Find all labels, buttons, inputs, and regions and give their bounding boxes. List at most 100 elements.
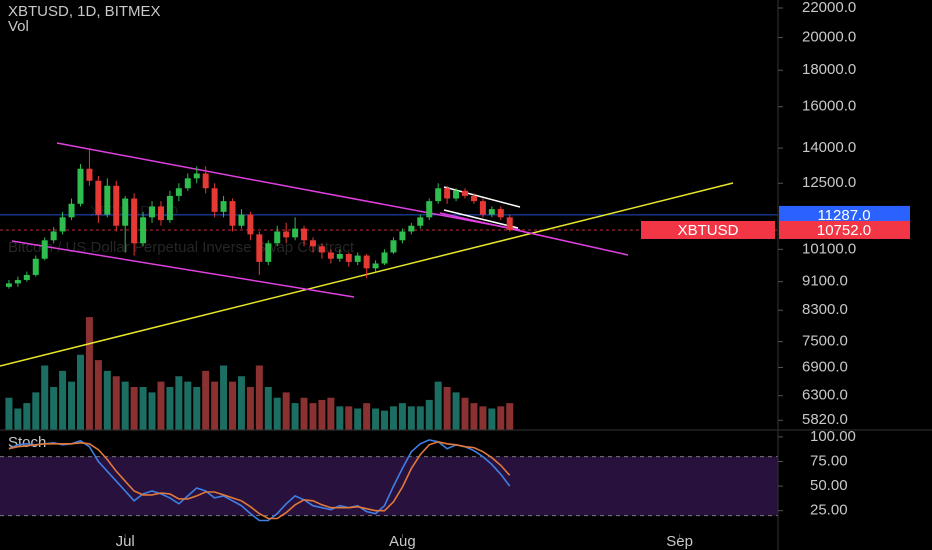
y-tick-label: 22000.0 <box>802 0 856 16</box>
candle-body <box>59 217 66 232</box>
volume-bar <box>363 403 371 430</box>
trend-line <box>56 142 521 231</box>
volume-label: Vol <box>8 18 29 35</box>
trend-line <box>439 212 629 256</box>
stoch-line <box>8 440 511 520</box>
candle-body <box>23 274 30 280</box>
candle-body <box>77 168 84 204</box>
volume-bar <box>506 403 514 430</box>
volume-bar <box>488 408 496 430</box>
candle-body <box>140 217 147 244</box>
layer <box>0 214 778 517</box>
candle-body <box>274 231 281 244</box>
y-tick-label: 18000.0 <box>802 61 856 78</box>
volume-bar <box>479 406 487 430</box>
volume-bar <box>497 406 505 430</box>
candle-body <box>444 188 451 199</box>
volume-bar <box>148 392 156 430</box>
volume-bar <box>416 406 424 430</box>
volume-bar <box>255 365 263 430</box>
x-tick-label: Jul <box>116 533 135 550</box>
candle-body <box>318 246 325 253</box>
candle-body <box>408 225 415 232</box>
volume-bar <box>5 397 13 430</box>
candle-body <box>309 240 316 247</box>
volume-bar <box>211 381 219 430</box>
candle-body <box>157 206 164 221</box>
trend-line <box>11 240 355 298</box>
candle-body <box>453 190 460 199</box>
y-tick-label: 25.00 <box>810 502 848 519</box>
watermark-description: Bitcoin / US Dollar Perpetual Inverse Sw… <box>8 239 355 256</box>
candle-body <box>14 279 21 284</box>
price-label: 10752.0 <box>817 222 871 239</box>
candle-body <box>247 214 254 235</box>
volume-bar <box>220 365 228 430</box>
candle-body <box>470 195 477 202</box>
candle-body <box>122 198 129 226</box>
price-label: 11287.0 <box>817 207 870 224</box>
candle-body <box>417 217 424 226</box>
x-tick-label: Aug <box>389 533 416 550</box>
volume-bar <box>381 410 389 430</box>
volume-bar <box>372 408 380 430</box>
candle-body <box>390 240 397 253</box>
candle-body <box>113 185 120 226</box>
candle-body <box>345 253 352 262</box>
volume-bar <box>59 370 67 430</box>
candle-body <box>86 168 93 181</box>
volume-bar <box>229 381 237 430</box>
volume-bar <box>318 399 326 430</box>
volume-bar <box>336 406 344 430</box>
volume-bar <box>76 354 84 430</box>
volume-bar <box>309 403 317 430</box>
trend-line <box>443 209 519 229</box>
candle-body <box>193 173 200 179</box>
volume-bar <box>157 381 165 430</box>
y-tick-label: 12500.0 <box>802 174 856 191</box>
volume-bar <box>443 387 451 430</box>
volume-bar <box>264 387 272 430</box>
price-box <box>779 205 910 224</box>
x-tick-label: Sep <box>666 533 693 550</box>
candle-body <box>488 209 495 215</box>
candle-body <box>462 190 469 196</box>
candle-body <box>202 173 209 189</box>
volume-bar <box>23 403 31 430</box>
candle-body <box>104 185 111 215</box>
candle-body <box>238 214 245 226</box>
candle-body <box>95 180 102 215</box>
candle-body <box>229 201 236 226</box>
candle-body <box>32 258 39 275</box>
volume-bar <box>166 387 174 430</box>
volume-bar <box>175 376 183 430</box>
price-box <box>779 220 910 239</box>
symbol-label: XBTUSD <box>678 222 739 239</box>
volume-bar <box>282 392 290 430</box>
y-tick-label: 100.00 <box>810 428 856 445</box>
volume-bar <box>32 392 40 430</box>
volume-bar <box>354 408 362 430</box>
stoch-line <box>8 439 511 522</box>
volume-bar <box>425 399 433 430</box>
candle-body <box>149 206 156 218</box>
volume-bar <box>139 387 147 430</box>
volume-bar <box>193 387 201 430</box>
candle-body <box>301 228 308 241</box>
volume-bar <box>85 317 93 430</box>
volume-bar <box>407 406 415 430</box>
volume-bar <box>300 397 308 430</box>
y-tick-label: 7500.0 <box>802 333 848 350</box>
volume-bar <box>434 381 442 430</box>
y-tick-label: 10100.0 <box>802 240 856 257</box>
candle-body <box>50 231 57 241</box>
volume-bar <box>41 365 49 430</box>
candle-body <box>363 255 370 269</box>
volume-bar <box>452 392 460 430</box>
y-tick-label: 8300.0 <box>802 301 848 318</box>
candle-body <box>426 201 433 218</box>
volume-bar <box>68 381 76 430</box>
volume-bar <box>130 387 138 430</box>
y-tick-label: 9100.0 <box>802 273 848 290</box>
